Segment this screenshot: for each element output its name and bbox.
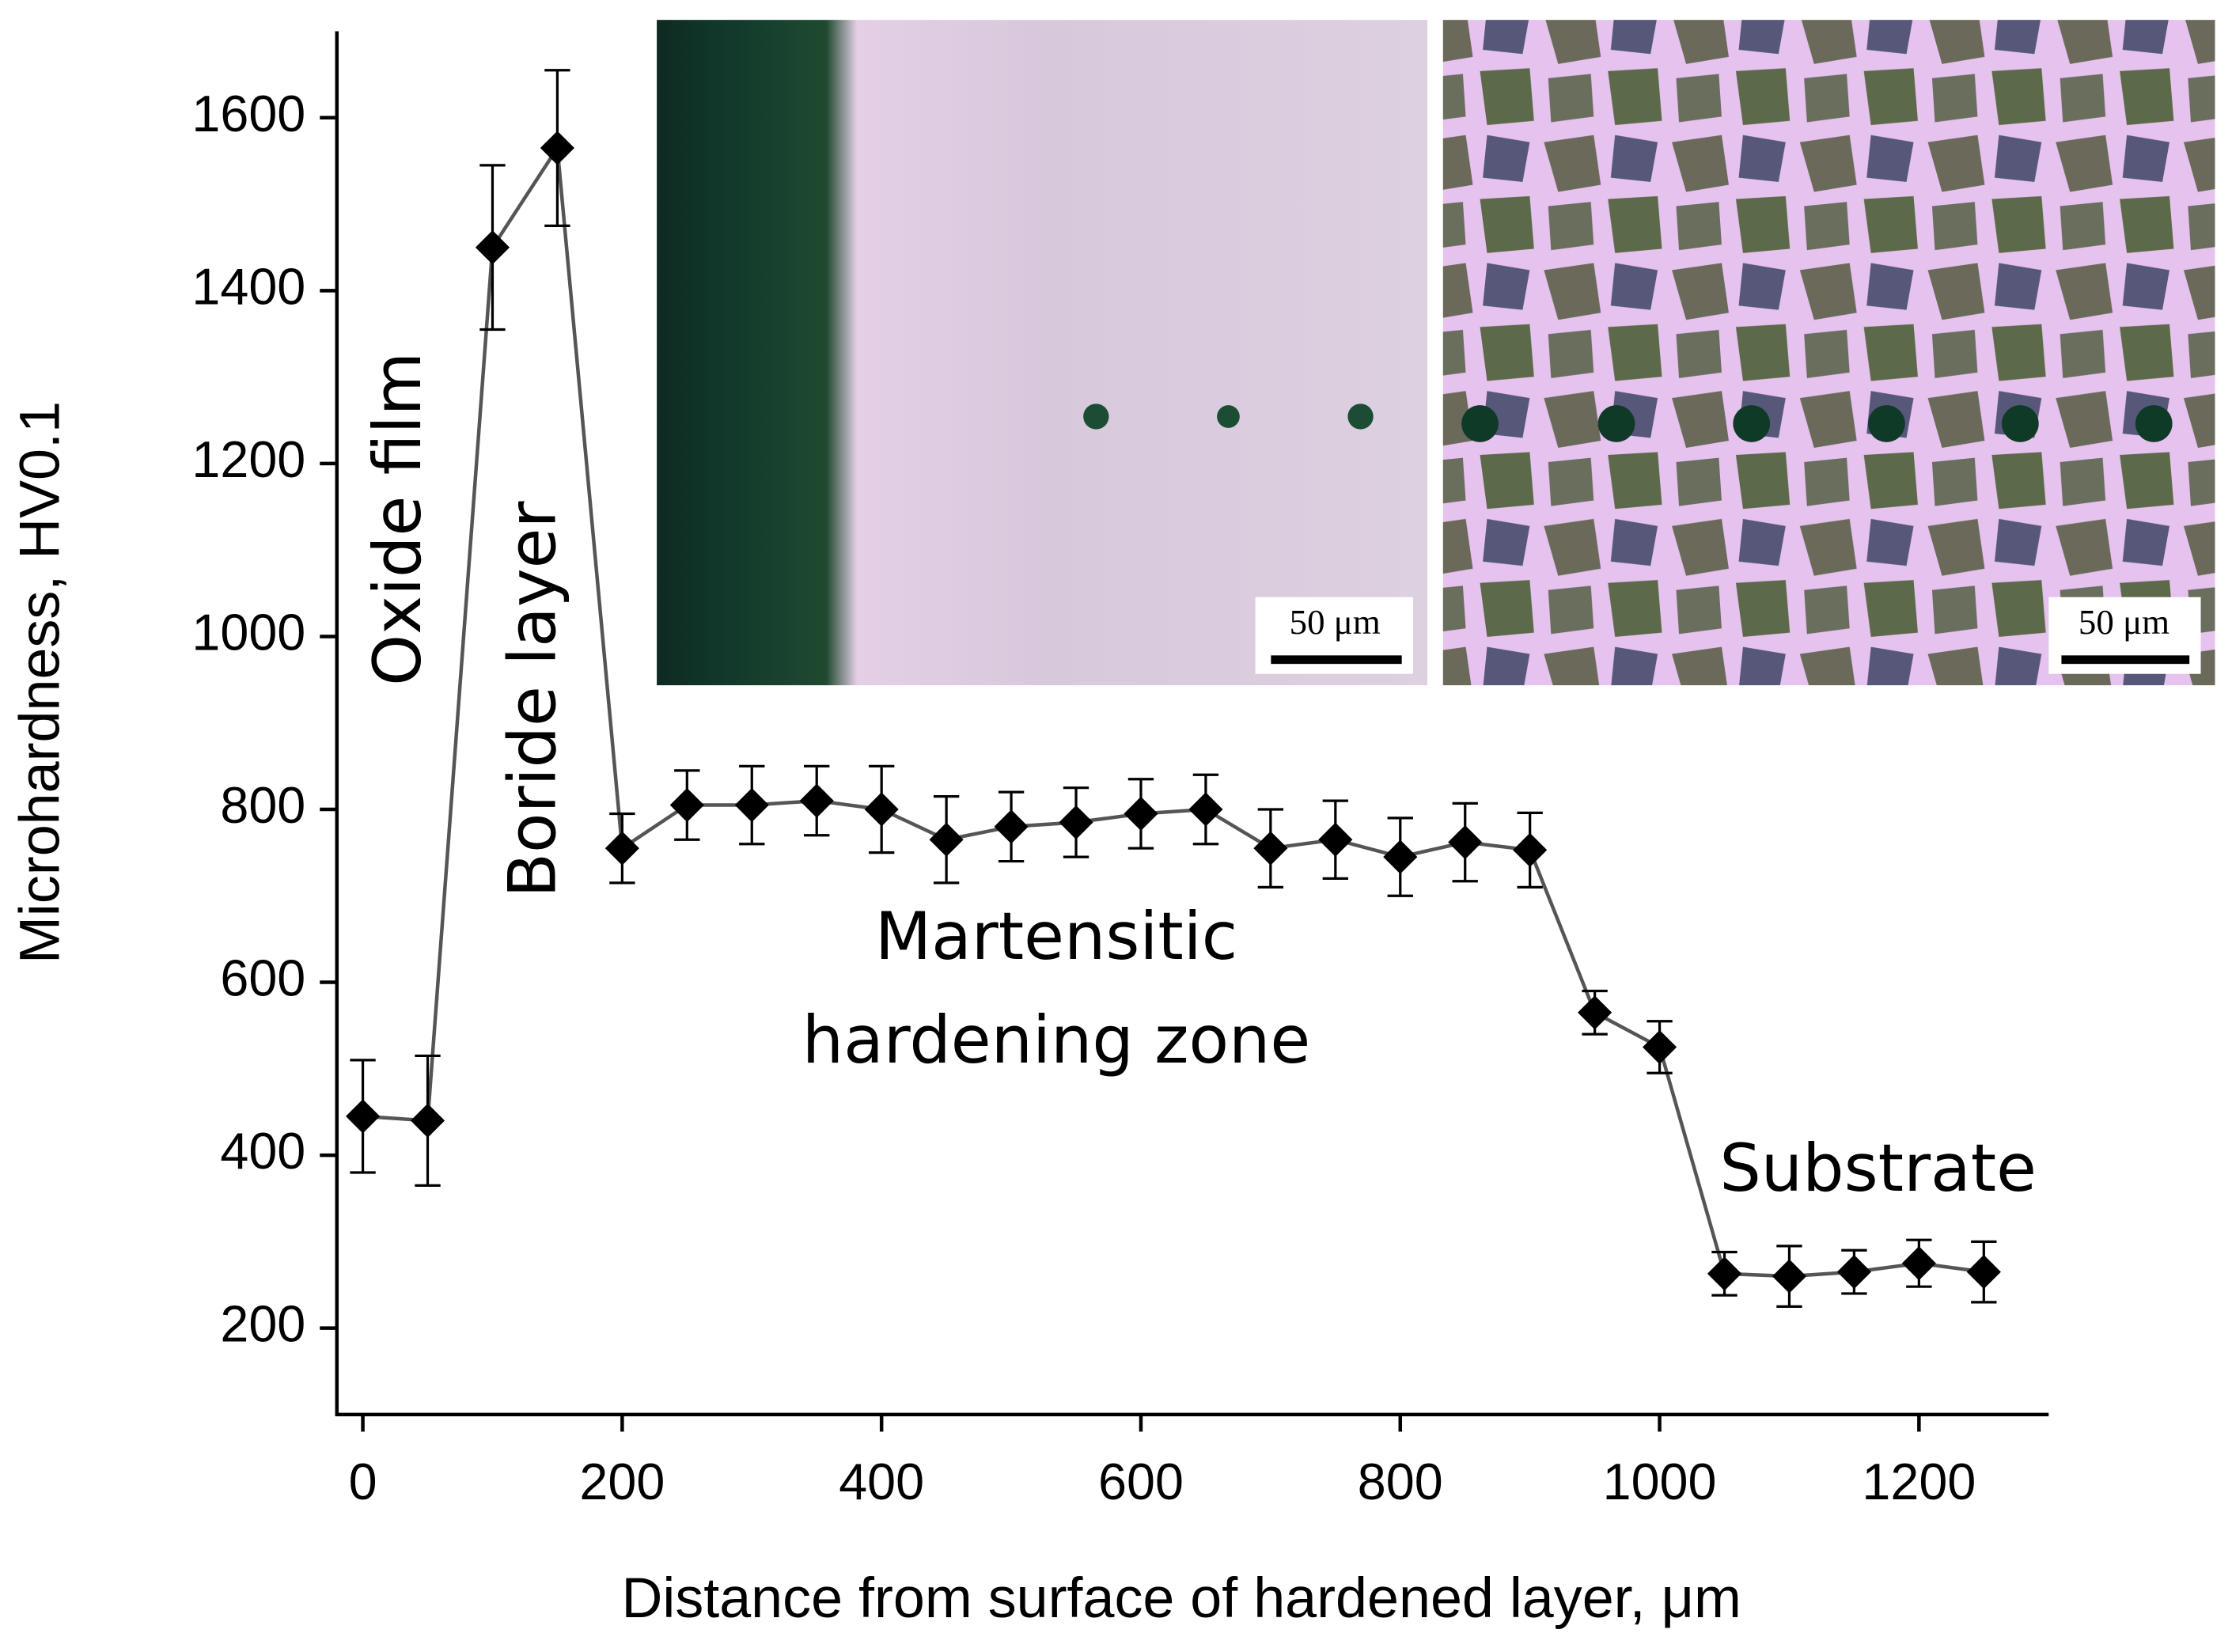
marker: [604, 831, 639, 866]
marker: [1578, 995, 1612, 1030]
marker: [994, 809, 1029, 844]
marker: [1513, 832, 1548, 867]
y-tick-label: 1600: [191, 85, 305, 142]
marker: [929, 822, 964, 857]
annotation: Oxide film: [360, 352, 436, 686]
y-tick-label: 800: [220, 776, 305, 834]
marker: [475, 230, 510, 265]
y-tick-label: 400: [220, 1122, 305, 1180]
marker: [799, 783, 834, 818]
annotation: hardening zone: [802, 1002, 1310, 1078]
marker: [1836, 1255, 1871, 1290]
marker: [1318, 822, 1353, 857]
x-tick-label: 600: [1098, 1453, 1184, 1510]
x-tick-label: 1200: [1862, 1453, 1976, 1510]
x-tick-label: 0: [349, 1453, 377, 1510]
marker: [540, 131, 574, 165]
marker: [1901, 1246, 1936, 1281]
x-tick-label: 200: [579, 1453, 665, 1510]
marker: [410, 1103, 445, 1138]
marker: [864, 792, 899, 827]
y-tick-label: 1400: [191, 257, 305, 315]
marker: [1448, 824, 1483, 860]
marker: [1707, 1256, 1742, 1291]
marker: [1188, 792, 1223, 827]
marker: [1966, 1255, 2001, 1290]
marker: [1253, 831, 1288, 866]
y-tick-label: 200: [220, 1295, 305, 1353]
marker: [669, 787, 704, 823]
x-tick-label: 800: [1358, 1453, 1443, 1510]
y-axis-title: Microhardness, HV0.1: [9, 401, 72, 964]
marker: [346, 1099, 381, 1134]
x-tick-label: 1000: [1603, 1453, 1717, 1510]
marker: [1383, 839, 1418, 874]
annotation: Boride layer: [495, 502, 571, 898]
y-tick-label: 600: [220, 949, 305, 1007]
micrograph-right: [1442, 20, 2215, 686]
x-tick-label: 400: [839, 1453, 924, 1510]
marker: [1124, 796, 1158, 832]
marker: [734, 787, 769, 823]
marker: [1772, 1259, 1807, 1294]
y-tick-label: 1000: [191, 604, 305, 661]
x-axis-title: Distance from surface of hardened layer,…: [621, 1567, 1741, 1630]
scale-bar-label: 50 μm: [2079, 602, 2169, 642]
marker: [1643, 1029, 1677, 1065]
micrograph-left: [657, 20, 1428, 686]
marker: [1059, 805, 1093, 839]
y-tick-label: 1200: [191, 430, 305, 488]
scale-bar-label: 50 μm: [1290, 602, 1381, 642]
annotation: Martensitic: [875, 899, 1237, 975]
annotation: Substrate: [1719, 1131, 2037, 1207]
data-line: [362, 142, 1984, 1279]
